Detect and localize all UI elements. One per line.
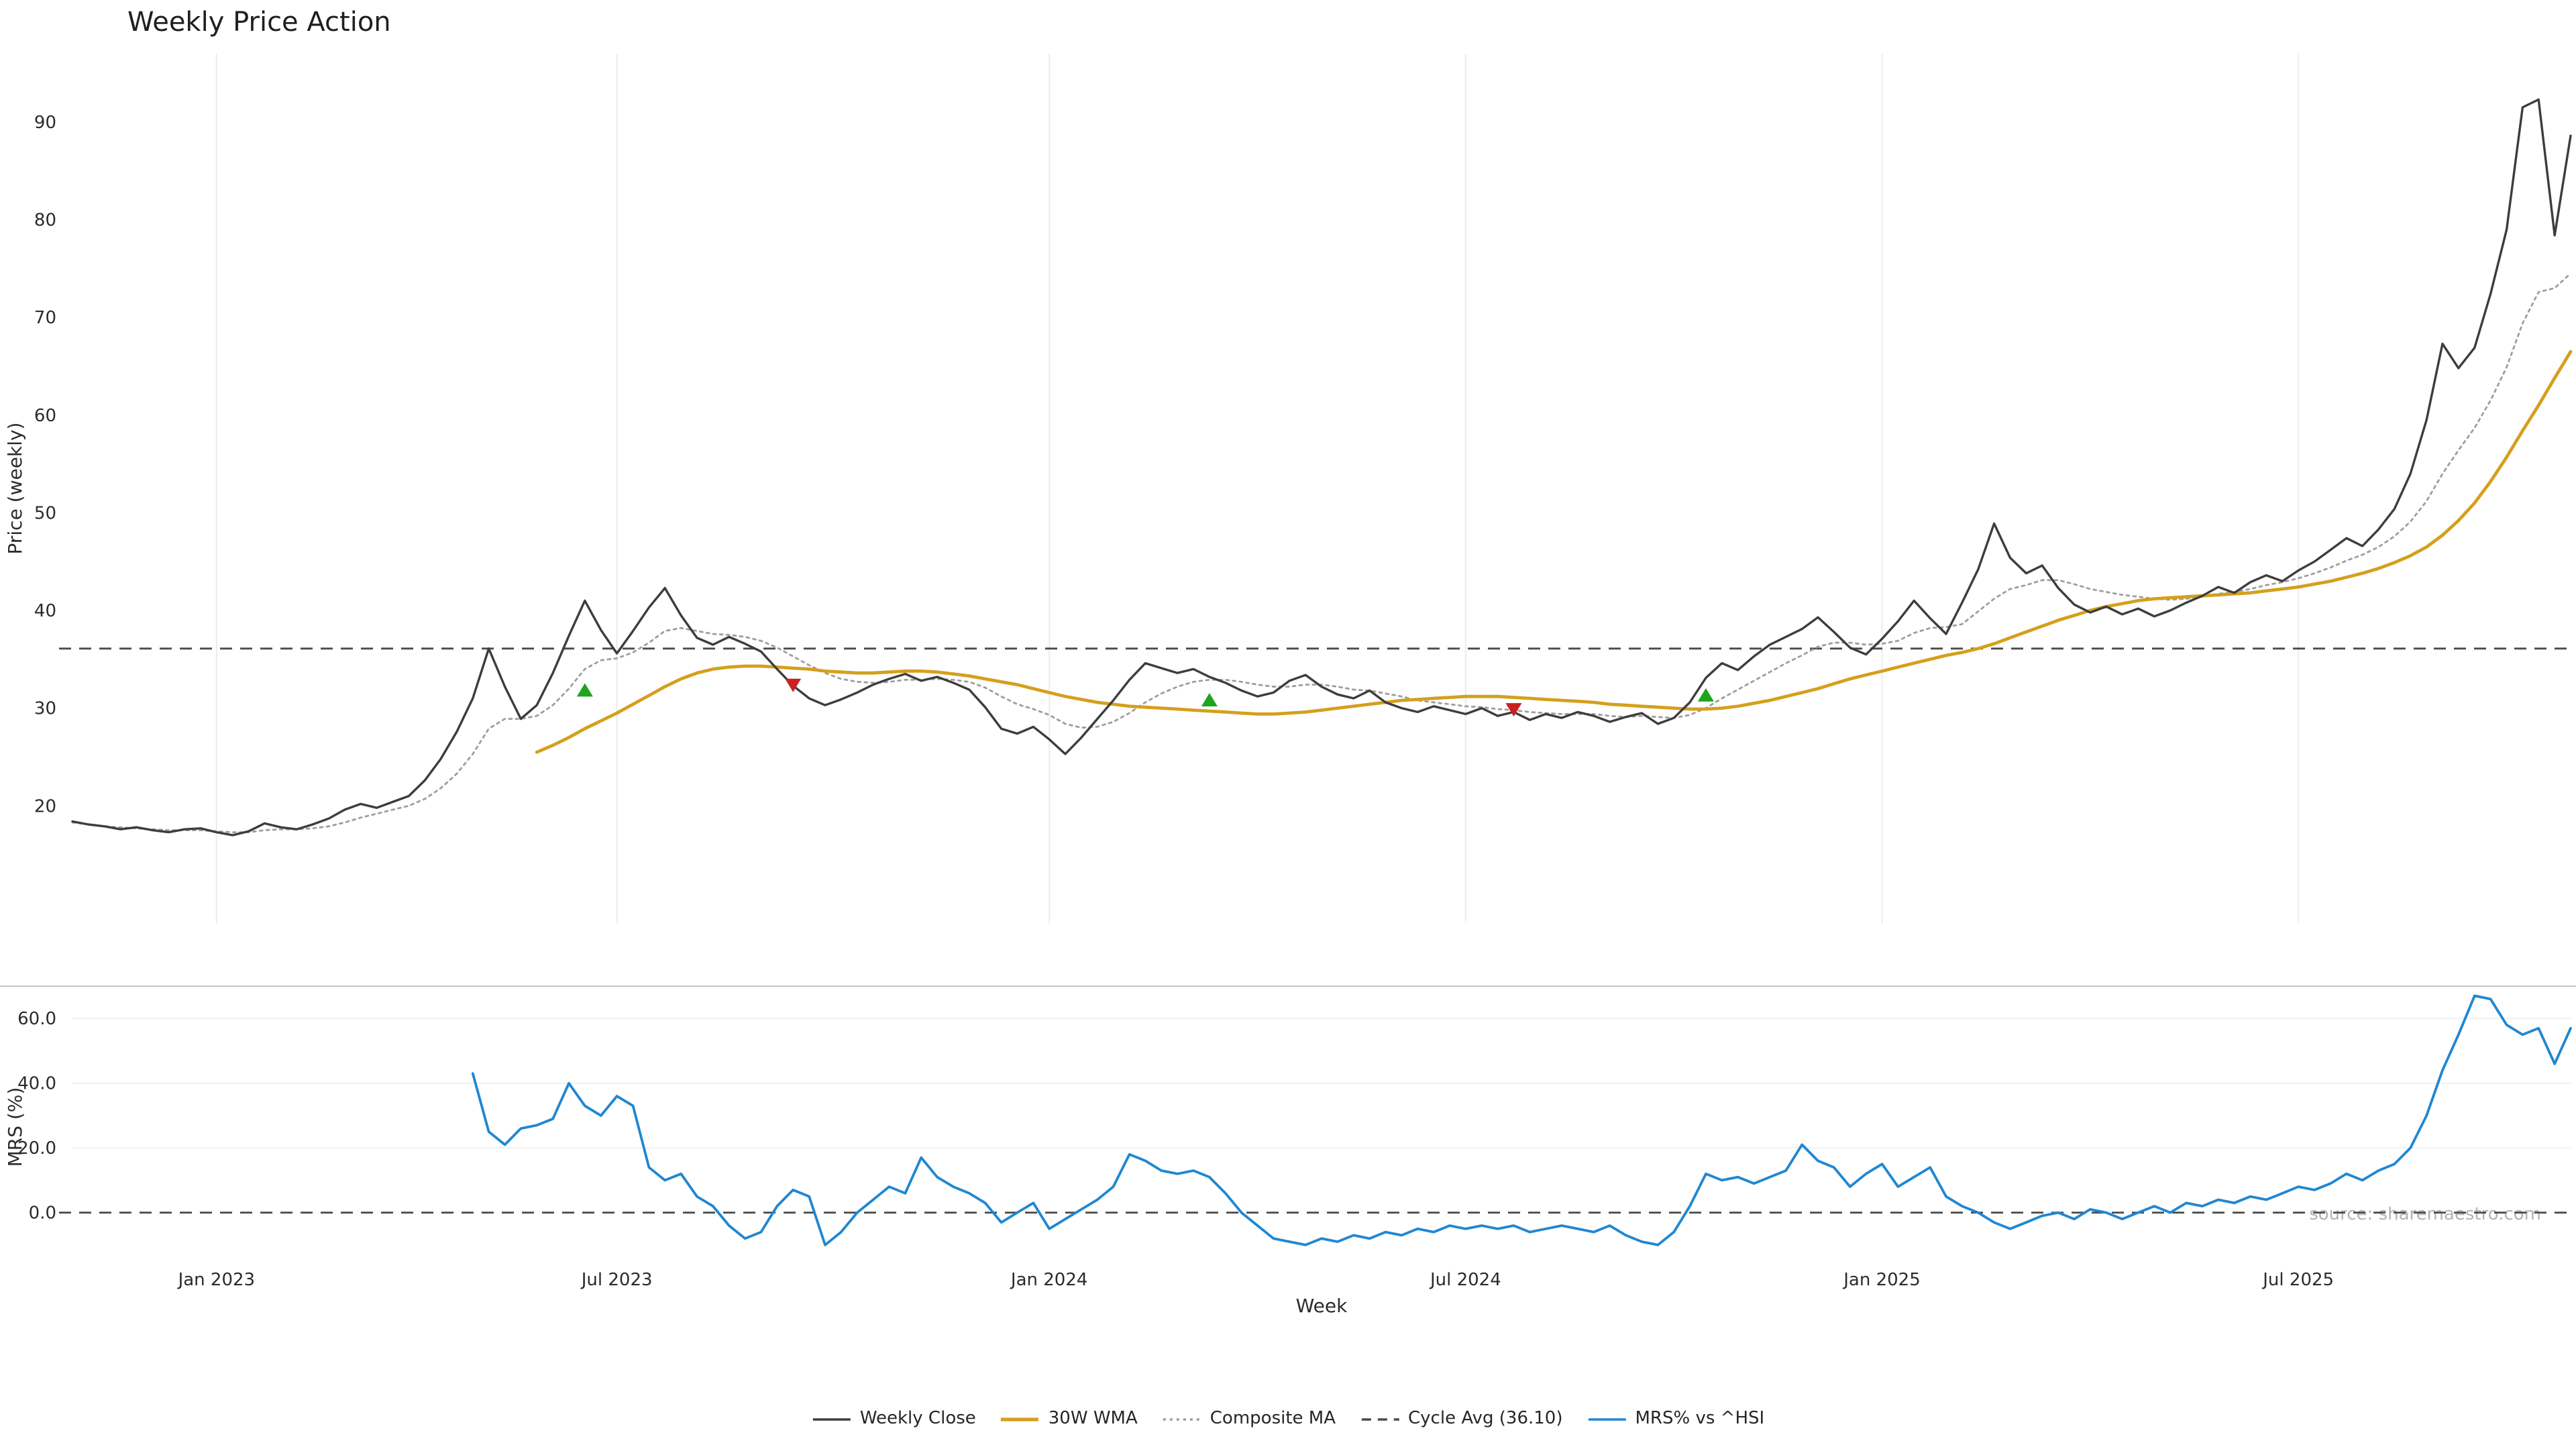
legend-item: Composite MA — [1162, 1409, 1336, 1429]
legend-label: Cycle Avg (36.10) — [1408, 1409, 1563, 1429]
legend-label: MRS% vs ^HSI — [1635, 1409, 1765, 1429]
price-ytick-label: 30 — [34, 699, 56, 719]
legend: Weekly Close 30W WMA Composite MA Cycle Avg… — [812, 1409, 1764, 1429]
legend-item: Weekly Close — [812, 1409, 976, 1429]
wma-30w-line — [535, 350, 2573, 754]
watermark-text: source: sharemaestro.com — [2309, 1205, 2541, 1225]
legend-label: Weekly Close — [859, 1409, 976, 1429]
weekly-close-line — [71, 98, 2572, 837]
legend-swatch-icon — [1163, 1417, 1201, 1420]
x-axis-label: Week — [1295, 1296, 1348, 1318]
buy-marker-icon — [1697, 688, 1714, 702]
x-tick-label: Jan 2024 — [1010, 1270, 1088, 1290]
x-tick-label: Jan 2025 — [1842, 1270, 1921, 1290]
legend-item: Cycle Avg (36.10) — [1360, 1409, 1562, 1429]
legend-swatch-icon — [1001, 1417, 1039, 1421]
x-tick-label: Jul 2025 — [2261, 1270, 2334, 1290]
mrs-line — [471, 994, 2572, 1246]
price-ytick-label: 70 — [34, 308, 56, 328]
price-ytick-label: 90 — [34, 113, 56, 133]
legend-item: MRS% vs ^HSI — [1587, 1409, 1764, 1429]
price-ytick-label: 20 — [34, 796, 56, 816]
buy-marker-icon — [1201, 692, 1218, 706]
legend-swatch-icon — [1361, 1417, 1399, 1420]
mrs-ytick-label: 40.0 — [17, 1074, 56, 1094]
legend-swatch-icon — [1588, 1417, 1626, 1420]
x-tick-label: Jan 2023 — [177, 1270, 256, 1290]
mrs-ytick-label: 0.0 — [29, 1203, 56, 1224]
legend-item: 30W WMA — [1000, 1409, 1138, 1429]
chart-title: Weekly Price Action — [127, 5, 391, 38]
buy-marker-icon — [576, 683, 593, 697]
x-tick-label: Jul 2023 — [580, 1270, 653, 1290]
legend-swatch-icon — [812, 1417, 851, 1420]
legend-label: Composite MA — [1210, 1409, 1336, 1429]
legend-label: 30W WMA — [1048, 1409, 1138, 1429]
price-ytick-label: 50 — [34, 503, 56, 523]
price-ytick-label: 40 — [34, 601, 56, 621]
mrs-ytick-label: 60.0 — [17, 1009, 56, 1029]
x-tick-label: Jul 2024 — [1429, 1270, 1501, 1290]
price-ytick-label: 80 — [34, 211, 56, 231]
mrs-ytick-label: 20.0 — [17, 1138, 56, 1159]
price-ytick-label: 60 — [34, 406, 56, 426]
sell-marker-icon — [1505, 703, 1522, 717]
sell-marker-icon — [785, 678, 802, 692]
